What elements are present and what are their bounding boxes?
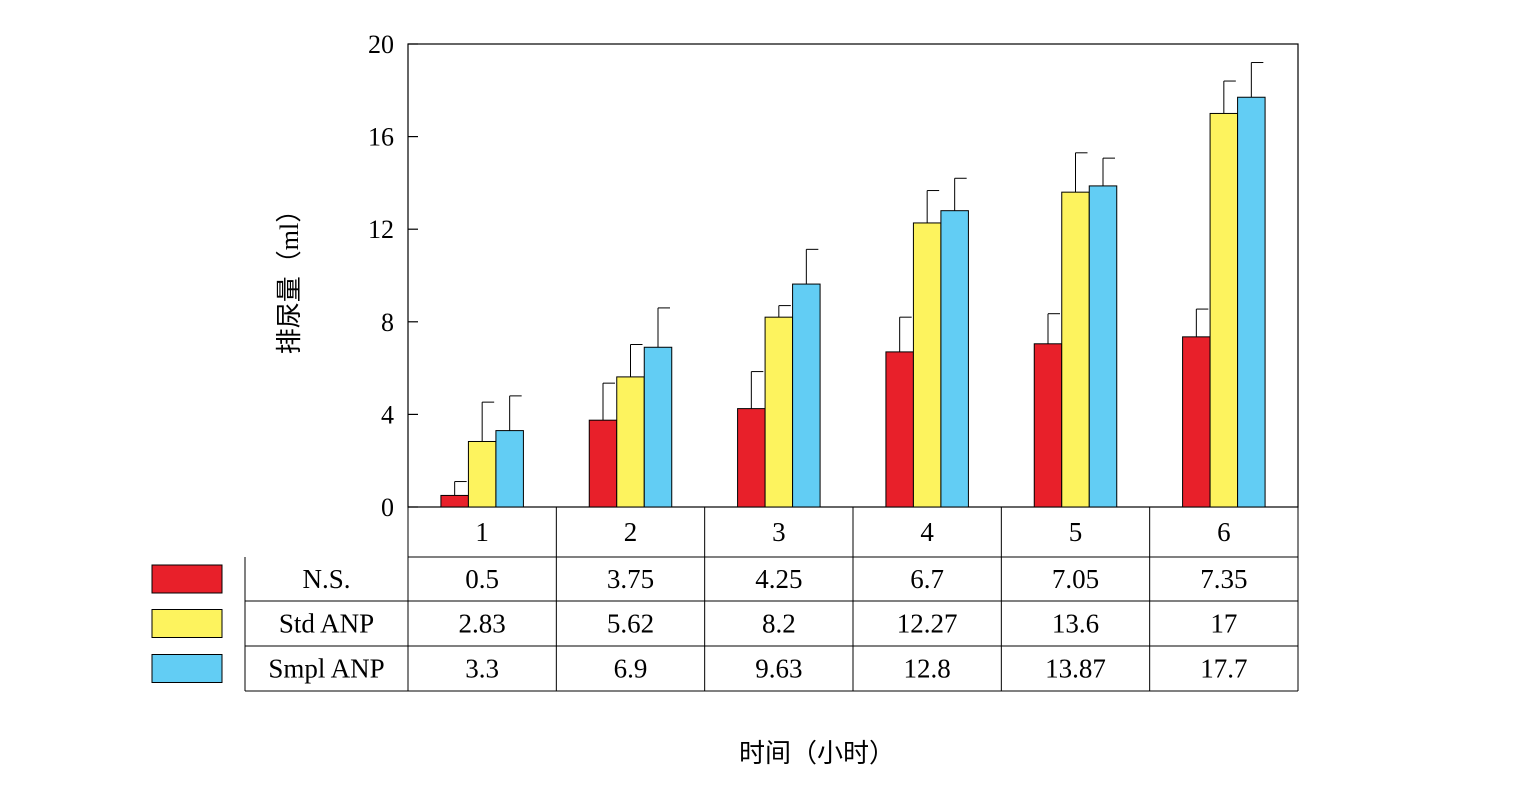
data-label: 8.2 <box>762 609 796 639</box>
data-label: 3.75 <box>607 564 654 594</box>
y-tick-label: 16 <box>368 123 394 152</box>
bar-smpl-anp-4 <box>940 210 969 508</box>
bar-n-s--5 <box>1033 343 1063 508</box>
bar-n-s--1 <box>440 494 469 508</box>
x-tick-label: 3 <box>772 517 786 547</box>
series-name: N.S. <box>302 564 350 594</box>
x-tick-label: 5 <box>1069 517 1083 547</box>
x-tick-label: 6 <box>1217 517 1231 547</box>
series-name: Std ANP <box>279 609 374 639</box>
data-label: 5.62 <box>607 609 654 639</box>
legend <box>151 564 223 683</box>
bar-smpl-anp-5 <box>1088 185 1118 508</box>
y-axis: 0 4 8 12 16 20 <box>368 30 418 522</box>
data-table: 1 2 3 4 5 6 N.S. 0.5 3.75 4.25 6.7 7.05 7.35 Std ANP 2… <box>244 506 1299 692</box>
data-label: 12.27 <box>897 609 958 639</box>
data-label: 6.7 <box>910 564 944 594</box>
data-label: 12.8 <box>904 654 951 684</box>
bar-n-s--6 <box>1182 336 1211 508</box>
data-label: 9.63 <box>755 654 802 684</box>
y-axis-label: 排尿量（ml） <box>275 197 304 354</box>
data-label: 13.6 <box>1052 609 1099 639</box>
plot-area: 0 4 8 12 16 20 <box>368 30 1299 522</box>
series-name: Smpl ANP <box>268 654 384 684</box>
x-tick-label: 1 <box>475 517 489 547</box>
legend-swatch-std-anp <box>151 609 223 638</box>
y-tick-label: 0 <box>381 493 394 522</box>
bar-std-anp-4 <box>912 222 942 508</box>
y-tick-label: 4 <box>381 400 394 429</box>
bar-smpl-anp-2 <box>643 346 673 508</box>
legend-swatch-n-s- <box>151 564 223 594</box>
bar-n-s--3 <box>737 408 766 508</box>
bar-n-s--4 <box>885 351 914 508</box>
data-label: 6.9 <box>614 654 648 684</box>
data-label: 0.5 <box>465 564 499 594</box>
data-label: 13.87 <box>1045 654 1106 684</box>
y-tick-label: 20 <box>368 30 394 59</box>
y-tick-label: 12 <box>368 215 394 244</box>
data-label: 3.3 <box>465 654 499 684</box>
bars-group <box>440 96 1266 508</box>
data-label: 7.05 <box>1052 564 1099 594</box>
bar-smpl-anp-6 <box>1237 96 1266 508</box>
bar-std-anp-3 <box>764 316 794 508</box>
data-label: 4.25 <box>755 564 802 594</box>
bar-std-anp-6 <box>1209 112 1239 508</box>
bar-smpl-anp-1 <box>495 430 524 508</box>
data-label: 17.7 <box>1200 654 1247 684</box>
data-label: 2.83 <box>459 609 506 639</box>
data-label: 17 <box>1210 609 1237 639</box>
legend-swatch-smpl-anp <box>151 654 223 683</box>
bar-std-anp-5 <box>1061 191 1090 508</box>
plot-frame <box>407 43 1299 508</box>
y-tick-label: 8 <box>381 308 394 337</box>
data-label: 7.35 <box>1200 564 1247 594</box>
x-axis-label: 时间（小时） <box>739 739 895 768</box>
x-tick-label: 2 <box>624 517 638 547</box>
error-bars-group <box>454 62 1264 496</box>
bar-std-anp-1 <box>467 440 497 508</box>
bar-n-s--2 <box>588 419 618 508</box>
bar-smpl-anp-3 <box>792 283 821 508</box>
bar-std-anp-2 <box>616 376 645 508</box>
x-tick-label: 4 <box>920 517 934 547</box>
